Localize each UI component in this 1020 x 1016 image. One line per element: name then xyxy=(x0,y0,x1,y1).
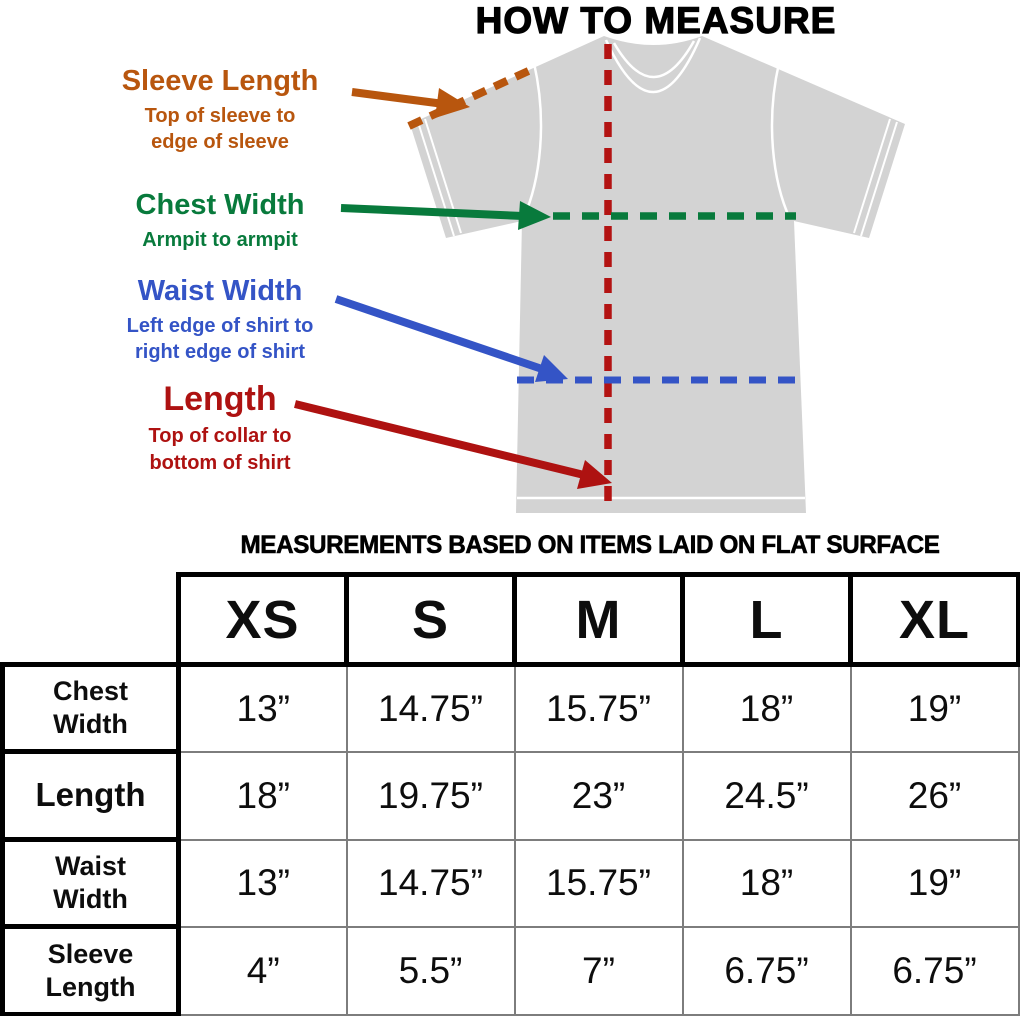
length-xl: 26” xyxy=(849,750,1020,841)
col-header-l: L xyxy=(680,572,853,667)
length-s: 19.75” xyxy=(345,750,516,841)
col-header-xl: XL xyxy=(848,572,1020,667)
waist-width-annotation: Waist Width Left edge of shirt to right … xyxy=(55,275,385,366)
length-description: Top of collar to bottom of shirt xyxy=(148,425,292,474)
tshirt-body xyxy=(410,36,905,513)
table-row-length: Length 18” 19.75” 23” 24.5” 26” xyxy=(0,749,1020,842)
table-corner-blank xyxy=(3,575,179,665)
length-l: 24.5” xyxy=(681,750,852,841)
sleeve-length-s: 5.5” xyxy=(345,925,516,1016)
row-label-waist-width: Waist Width xyxy=(0,837,181,929)
collar-inner-seam xyxy=(612,40,696,79)
chest-width-xl: 19” xyxy=(849,663,1020,753)
chest-width-s: 14.75” xyxy=(345,663,516,753)
row-label-length: Length xyxy=(0,749,181,842)
row-label-chest-width: Chest Width xyxy=(0,662,181,754)
waist-width-l: 18” xyxy=(681,838,852,928)
right-cuff-seam xyxy=(853,118,898,237)
sleeve-length-label: Sleeve Length xyxy=(121,65,319,97)
sleeve-length-m: 7” xyxy=(513,925,684,1016)
waist-width-xl: 19” xyxy=(849,838,1020,928)
col-header-xs: XS xyxy=(176,572,349,667)
sleeve-length-annotation: Sleeve Length Top of sleeve to edge of s… xyxy=(55,65,385,156)
right-armhole-seam xyxy=(770,62,792,220)
table-row-chest-width: Chest Width 13” 14.75” 15.75” 18” 19” xyxy=(0,662,1020,754)
chest-width-l: 18” xyxy=(681,663,852,753)
chest-width-label: Chest Width xyxy=(135,189,305,221)
sleeve-length-l: 6.75” xyxy=(681,925,852,1016)
size-chart-table: XS S M L XL Chest Width 13” 14.75” 15.75… xyxy=(0,572,1020,1016)
tshirt-illustration xyxy=(294,36,905,513)
sleeve-length-description: Top of sleeve to edge of sleeve xyxy=(144,104,296,154)
length-annotation: Length Top of collar to bottom of shirt xyxy=(55,380,385,476)
length-m: 23” xyxy=(513,750,684,841)
waist-width-label: Waist Width xyxy=(137,275,303,307)
waist-width-description: Left edge of shirt to right edge of shir… xyxy=(126,314,314,364)
waist-arrow xyxy=(334,295,568,382)
chest-width-xs: 13” xyxy=(177,663,348,753)
length-arrow xyxy=(294,400,612,489)
left-armhole-seam xyxy=(521,62,543,220)
sleeve-length-xl: 6.75” xyxy=(849,925,1020,1016)
chest-width-description: Armpit to armpit xyxy=(142,228,298,251)
chest-arrow xyxy=(340,201,551,230)
table-caption: MEASUREMENTS BASED ON ITEMS LAID ON FLAT… xyxy=(240,531,940,560)
chest-width-annotation: Chest Width Armpit to armpit xyxy=(55,189,385,253)
col-header-s: S xyxy=(344,572,517,667)
waist-width-s: 14.75” xyxy=(345,838,516,928)
page-title: HOW TO MEASURE xyxy=(475,0,837,42)
row-label-sleeve-length: Sleeve Length xyxy=(0,924,181,1016)
waist-width-xs: 13” xyxy=(177,838,348,928)
length-label: Length xyxy=(163,380,277,418)
table-row-sleeve-length: Sleeve Length 4” 5.5” 7” 6.75” 6.75” xyxy=(0,924,1020,1016)
length-xs: 18” xyxy=(177,750,348,841)
table-row-waist-width: Waist Width 13” 14.75” 15.75” 18” 19” xyxy=(0,837,1020,929)
chest-width-m: 15.75” xyxy=(513,663,684,753)
sleeve-length-xs: 4” xyxy=(177,925,348,1016)
size-header-row: XS S M L XL xyxy=(3,572,1020,667)
sleeve-arrow xyxy=(351,88,470,118)
waist-width-m: 15.75” xyxy=(513,838,684,928)
collar-outer-seam xyxy=(604,37,702,94)
col-header-m: M xyxy=(512,572,685,667)
